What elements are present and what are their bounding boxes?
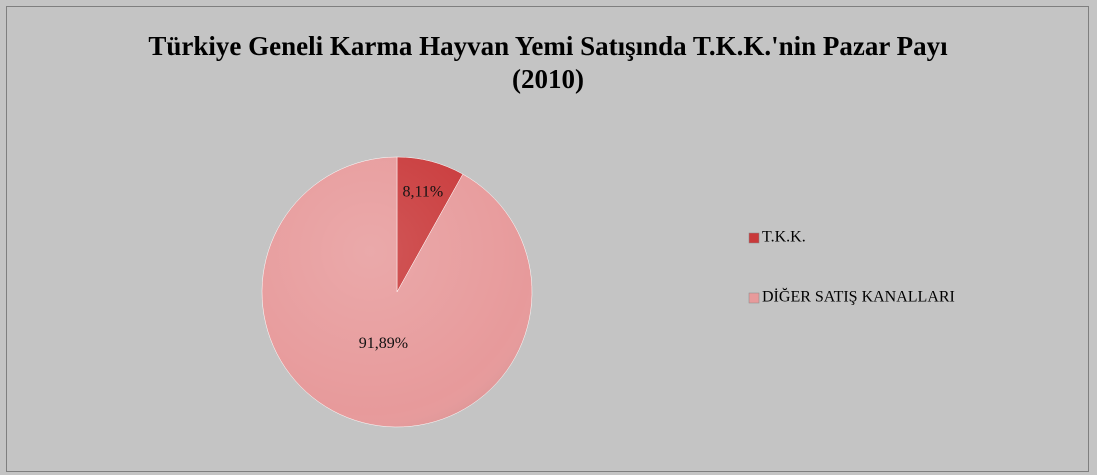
legend-marker — [748, 292, 760, 304]
legend-marker — [748, 232, 760, 244]
chart-title: Türkiye Geneli Karma Hayvan Yemi Satışın… — [148, 31, 948, 94]
data-label: 91,89% — [359, 335, 408, 352]
data-label: 8,11% — [402, 183, 443, 200]
pie-slice — [261, 156, 533, 428]
legend-label: T.K.K. — [762, 229, 806, 246]
chart-frame — [6, 6, 1089, 472]
legend-label: DİĞER SATIŞ KANALLARI — [762, 287, 955, 306]
